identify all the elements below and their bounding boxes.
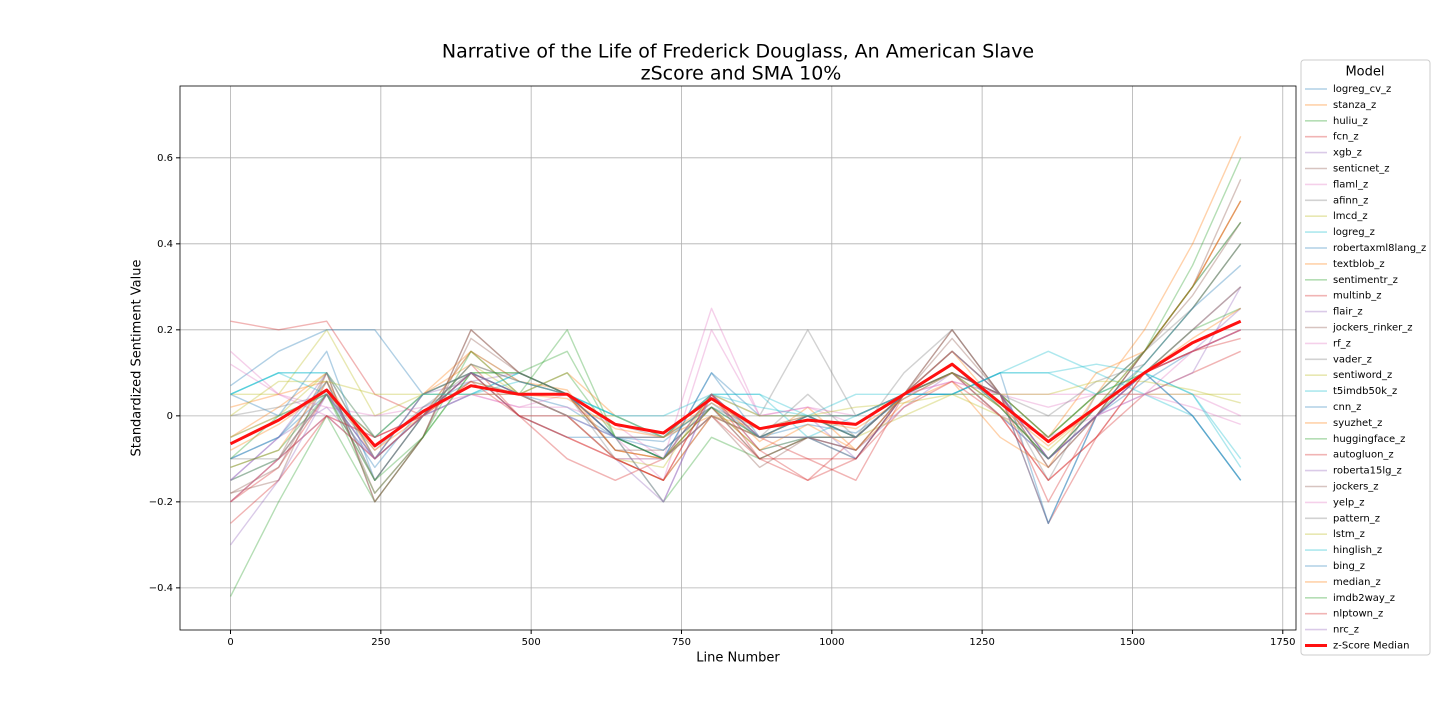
y-axis-label: Standardized Sentiment Value bbox=[130, 260, 145, 457]
legend-label: imdb2way_z bbox=[1333, 593, 1395, 604]
legend-label: senticnet_z bbox=[1333, 164, 1390, 175]
legend-label: robertaxml8lang_z bbox=[1333, 243, 1426, 254]
series-line bbox=[230, 329, 1241, 469]
legend-title: Model bbox=[1345, 65, 1384, 80]
series-line bbox=[230, 200, 1242, 460]
legend-label: lstm_z bbox=[1333, 529, 1365, 540]
legend-label: autogluon_z bbox=[1333, 450, 1394, 461]
series-line bbox=[230, 200, 1242, 494]
series-line bbox=[230, 307, 1241, 460]
x-tick-label: 0 bbox=[227, 637, 233, 648]
x-axis-label: Line Number bbox=[696, 651, 780, 666]
y-tick-label: 0.2 bbox=[157, 325, 173, 336]
legend-label: flair_z bbox=[1333, 307, 1363, 318]
x-tick-label: 1750 bbox=[1270, 637, 1295, 648]
legend-label: stanza_z bbox=[1333, 100, 1376, 111]
legend-label: textblob_z bbox=[1333, 259, 1385, 270]
y-tick-label: 0 bbox=[167, 411, 173, 422]
series-line bbox=[230, 372, 1242, 468]
series-line bbox=[230, 337, 1241, 524]
series-line bbox=[230, 329, 1242, 525]
series-line bbox=[230, 329, 1241, 481]
legend-label: bing_z bbox=[1333, 561, 1365, 572]
series-line bbox=[230, 286, 1242, 481]
legend-label: huliu_z bbox=[1333, 116, 1368, 127]
legend-label: hinglish_z bbox=[1333, 545, 1382, 556]
series-line bbox=[230, 200, 1242, 481]
series-line bbox=[230, 329, 1241, 503]
series-line bbox=[230, 264, 1242, 481]
series-line bbox=[229, 157, 1242, 597]
x-tick-label: 500 bbox=[522, 637, 541, 648]
legend-label: t5imdb50k_z bbox=[1333, 386, 1397, 397]
legend-label: afinn_z bbox=[1333, 195, 1368, 206]
series-line bbox=[230, 329, 1241, 503]
series-line bbox=[230, 350, 1242, 525]
legend-label: nrc_z bbox=[1333, 625, 1359, 636]
series-line bbox=[230, 329, 1241, 503]
series-line bbox=[230, 221, 1242, 481]
series-line bbox=[230, 286, 1242, 503]
legend-label: yelp_z bbox=[1333, 497, 1364, 508]
series-line bbox=[230, 136, 1242, 469]
x-tick-label: 750 bbox=[672, 637, 691, 648]
legend-label: logreg_z bbox=[1333, 227, 1375, 238]
y-tick-label: −0.2 bbox=[149, 497, 173, 508]
series-line bbox=[230, 286, 1242, 469]
series-line bbox=[230, 320, 1241, 525]
plot-frame bbox=[179, 85, 1297, 631]
chart-title: Narrative of the Life of Frederick Dougl… bbox=[442, 41, 1034, 63]
y-tick-label: −0.4 bbox=[149, 583, 173, 594]
series-line bbox=[229, 286, 1242, 546]
legend-label: fcn_z bbox=[1333, 132, 1359, 143]
series-line bbox=[230, 380, 1241, 438]
plot-area bbox=[180, 86, 1296, 630]
legend-label: lmcd_z bbox=[1333, 211, 1368, 222]
legend-label: median_z bbox=[1333, 577, 1381, 588]
legend-label: sentiword_z bbox=[1333, 370, 1392, 381]
series-line bbox=[230, 221, 1242, 481]
legend-box bbox=[1300, 59, 1431, 656]
series-line bbox=[230, 329, 1241, 481]
chart-subtitle: zScore and SMA 10% bbox=[641, 63, 842, 85]
series-line bbox=[230, 307, 1242, 451]
legend-label: xgb_z bbox=[1333, 148, 1362, 159]
legend-label: flaml_z bbox=[1333, 179, 1368, 190]
legend-label: logreg_cv_z bbox=[1333, 84, 1391, 95]
series-line bbox=[230, 243, 1242, 494]
series-line bbox=[230, 179, 1242, 503]
legend-label: multinb_z bbox=[1333, 291, 1382, 302]
x-tick-label: 1500 bbox=[1120, 637, 1145, 648]
x-tick-label: 1250 bbox=[969, 637, 994, 648]
x-tick-label: 250 bbox=[371, 637, 390, 648]
series-line bbox=[230, 243, 1242, 460]
legend-label: jockers_z bbox=[1332, 482, 1379, 493]
series-line bbox=[230, 363, 1242, 460]
series-line bbox=[230, 307, 1241, 460]
legend-label: vader_z bbox=[1333, 354, 1372, 365]
y-tick-label: 0.4 bbox=[157, 239, 173, 250]
legend-label: syuzhet_z bbox=[1333, 418, 1382, 429]
series-line bbox=[230, 350, 1242, 481]
legend-label: z-Score Median bbox=[1333, 641, 1409, 652]
legend-label: pattern_z bbox=[1333, 513, 1380, 524]
y-tick-label: 0.6 bbox=[157, 153, 173, 164]
legend-label: roberta15lg_z bbox=[1333, 466, 1402, 477]
series-line bbox=[229, 319, 1242, 448]
legend-label: sentimentr_z bbox=[1333, 275, 1398, 286]
legend-label: jockers_rinker_z bbox=[1332, 323, 1412, 334]
series-line bbox=[230, 221, 1242, 503]
legend-label: rf_z bbox=[1333, 338, 1351, 349]
legend-label: huggingface_z bbox=[1333, 434, 1405, 445]
series-line bbox=[230, 307, 1242, 481]
legend-label: nlptown_z bbox=[1333, 609, 1383, 620]
x-tick-label: 1000 bbox=[819, 637, 844, 648]
legend-label: cnn_z bbox=[1333, 402, 1361, 413]
